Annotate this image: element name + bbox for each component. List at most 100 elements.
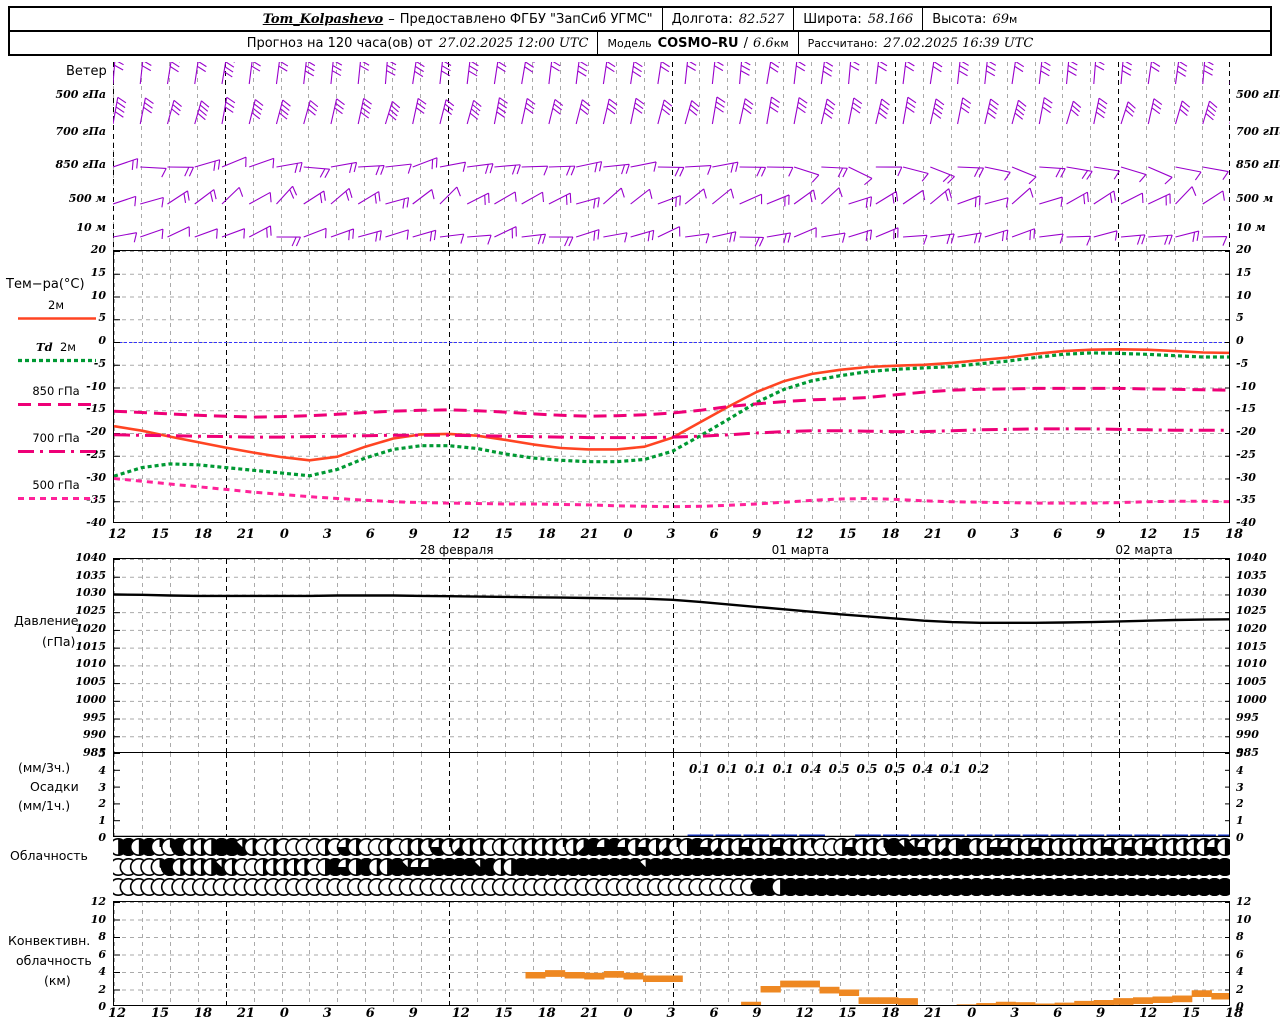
wind-barb bbox=[711, 96, 726, 125]
pressure-line bbox=[114, 593, 1229, 624]
bottom-time-tick-label: 15 bbox=[1182, 1006, 1201, 1021]
wind-barb bbox=[1202, 62, 1214, 85]
wind-barb bbox=[167, 166, 194, 177]
precip-tick-left: 0 bbox=[98, 831, 106, 844]
wind-level-label-right: 850 гПа bbox=[1236, 158, 1280, 171]
wind-barb bbox=[439, 233, 465, 244]
altitude-label: Высота: bbox=[932, 11, 987, 27]
pressure-tick-left: 1030 bbox=[75, 586, 106, 600]
wind-barb bbox=[603, 187, 625, 205]
day-label: 01 марта bbox=[771, 543, 830, 557]
bottom-time-tick-label: 21 bbox=[580, 1006, 599, 1021]
wind-barb bbox=[902, 96, 917, 125]
convective-bar bbox=[956, 1004, 977, 1005]
wind-barb bbox=[330, 98, 345, 125]
precip-bar bbox=[715, 834, 742, 836]
wind-barb bbox=[303, 227, 327, 239]
bottom-time-tick-label: 18 bbox=[1225, 1006, 1244, 1021]
legend-label-4: 500 гПа bbox=[32, 478, 80, 492]
time-tick-label: 9 bbox=[1096, 527, 1106, 542]
convective-label-a: Конвективн. bbox=[8, 933, 91, 948]
wind-barb bbox=[467, 234, 492, 245]
convective-tick-left: 4 bbox=[98, 965, 106, 978]
wind-barb bbox=[902, 189, 926, 205]
pressure-tick-right: 1030 bbox=[1236, 586, 1267, 600]
pressure-tick-left: 1015 bbox=[75, 639, 106, 653]
precip-value-label: 0.4 bbox=[800, 762, 822, 776]
wind-barb bbox=[1093, 230, 1118, 241]
wind-barb bbox=[1147, 62, 1161, 85]
temp-tick-right: 10 bbox=[1236, 288, 1252, 302]
pressure-tick-left: 1020 bbox=[75, 621, 106, 635]
bottom-time-tick-label: 0 bbox=[623, 1006, 633, 1021]
wind-barb bbox=[684, 188, 707, 205]
precip-value-label: 0.5 bbox=[856, 762, 878, 776]
wind-barb bbox=[902, 62, 915, 85]
wind-barb bbox=[902, 166, 929, 182]
time-tick-label: 15 bbox=[494, 527, 513, 542]
bottom-time-tick-label: 12 bbox=[108, 1006, 127, 1021]
wind-barb bbox=[1175, 186, 1197, 205]
temp-tick-left: -15 bbox=[86, 402, 106, 416]
altitude-cell: Высота: 69 м bbox=[923, 12, 1026, 27]
station-cell: Tom_Kolpashevo – Предоставлено ФГБУ "Зап… bbox=[254, 12, 662, 27]
wind-barb bbox=[248, 99, 264, 125]
legend-label-2: 850 гПа bbox=[32, 384, 80, 398]
wind-barb bbox=[1093, 166, 1120, 180]
convective-tick-right: 2 bbox=[1236, 982, 1244, 996]
pressure-label-a: Давление bbox=[14, 613, 79, 628]
time-tick-label: 15 bbox=[150, 527, 170, 542]
wind-barb bbox=[439, 62, 452, 85]
wind-barb bbox=[657, 166, 685, 177]
wind-barb bbox=[412, 189, 435, 205]
precip-label-1h: (мм/1ч.) bbox=[18, 798, 71, 813]
wind-barb bbox=[793, 166, 820, 183]
wind-barb bbox=[548, 165, 576, 176]
convective-label-c: (км) bbox=[44, 973, 71, 988]
wind-barb bbox=[657, 226, 681, 238]
wind-barb bbox=[494, 191, 517, 205]
precip-value-label: 0.1 bbox=[744, 762, 766, 776]
wind-barb bbox=[330, 161, 358, 173]
pressure-tick-right: 985 bbox=[1236, 746, 1259, 759]
wind-barb bbox=[630, 62, 643, 85]
latitude-label: Широта: bbox=[803, 11, 862, 27]
wind-barb bbox=[412, 62, 425, 85]
model-name: COSMO–RU bbox=[657, 35, 739, 51]
wind-barb bbox=[548, 99, 564, 125]
wind-barb bbox=[1202, 190, 1225, 205]
wind-barb bbox=[575, 99, 591, 125]
temp-tick-right: -40 bbox=[1236, 516, 1256, 529]
wind-barb bbox=[984, 197, 1009, 208]
wind-barb bbox=[412, 229, 437, 242]
wind-level-label-right: 700 гПа bbox=[1236, 125, 1280, 138]
temp-tick-right: 5 bbox=[1236, 311, 1244, 325]
time-tick-label: 12 bbox=[108, 527, 127, 542]
wind-barb bbox=[1120, 192, 1144, 205]
bottom-time-tick-label: 18 bbox=[881, 1006, 900, 1021]
wind-barb bbox=[1011, 228, 1036, 241]
precip-tick-left: 1 bbox=[98, 814, 106, 828]
wind-barb bbox=[1039, 166, 1066, 178]
wind-barb bbox=[711, 62, 724, 85]
wind-barb bbox=[385, 229, 409, 240]
temp-series-850---- bbox=[114, 386, 1229, 419]
wind-barb bbox=[739, 98, 754, 125]
wind-barb bbox=[602, 98, 618, 125]
wind-barb bbox=[521, 191, 545, 205]
time-tick-label: 18 bbox=[881, 527, 900, 542]
header-row-forecast: Прогноз на 120 часа(ов) от 27.02.2025 12… bbox=[10, 32, 1270, 54]
time-tick-label: 15 bbox=[838, 527, 857, 542]
wind-barb bbox=[766, 194, 790, 207]
wind-barb bbox=[875, 166, 903, 177]
time-tick-label: 3 bbox=[666, 527, 676, 542]
pressure-tick-right: 990 bbox=[1236, 728, 1259, 742]
wind-barb bbox=[984, 62, 997, 85]
divider bbox=[793, 8, 795, 30]
time-tick-label: 21 bbox=[580, 527, 599, 542]
wind-barb bbox=[276, 161, 303, 174]
legend-label-td: Td 2м bbox=[36, 340, 76, 354]
precip-tick-right: 2 bbox=[1236, 797, 1244, 811]
wind-barb bbox=[167, 226, 190, 238]
wind-barb bbox=[1093, 62, 1105, 85]
